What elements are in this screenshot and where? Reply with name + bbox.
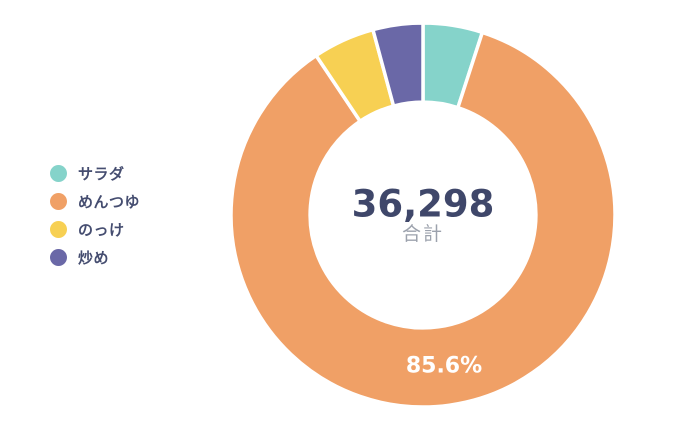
legend-label: サラダ <box>78 164 125 183</box>
center-total-label: 合計 <box>402 223 444 245</box>
donut-segment-3[interactable] <box>371 21 425 108</box>
legend-swatch-icon <box>50 248 67 266</box>
legend-item-nokke[interactable]: のっけ <box>50 215 140 243</box>
donut-segments <box>229 21 617 409</box>
legend-swatch-icon <box>50 164 67 182</box>
center-total-value: 36,298 <box>352 183 495 226</box>
legend-swatch-icon <box>50 220 67 238</box>
legend-label: めんつゆ <box>78 192 141 211</box>
legend-item-itame[interactable]: 炒め <box>50 243 140 271</box>
legend-item-mentsuyu[interactable]: めんつゆ <box>50 187 140 215</box>
segment-percent-labels: 85.6% <box>406 354 482 379</box>
legend-swatch-icon <box>50 192 67 210</box>
legend-label: のっけ <box>78 220 125 239</box>
legend-label: 炒め <box>78 248 110 267</box>
legend-item-salad[interactable]: サラダ <box>50 159 140 187</box>
segment-percent-label: 85.6% <box>406 354 482 379</box>
legend: サラダ めんつゆ のっけ 炒め <box>50 159 140 271</box>
donut-segment-1[interactable] <box>229 30 617 409</box>
donut-chart: 85.6% 36,298 合計 <box>229 21 617 409</box>
